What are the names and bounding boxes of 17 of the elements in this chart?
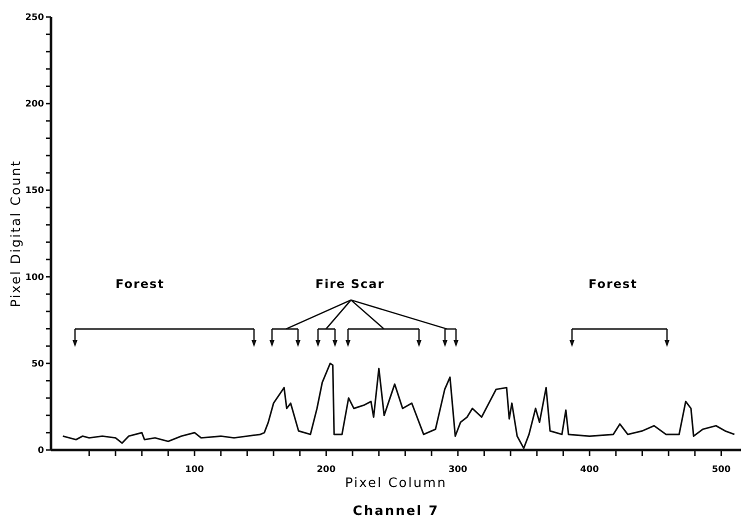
x-tick-label: 500 [712,465,731,475]
annotation: Forest [588,277,638,291]
x-tick-label: 300 [448,465,468,475]
y-axis-title: Pixel Digital Count [9,160,24,308]
x-tick-label: 100 [185,465,204,475]
annotation: Forest [116,277,164,291]
x-axis-title: Pixel Column [345,476,447,491]
y-tick-label: 150 [25,186,44,196]
y-tick-label: 0 [38,446,44,456]
x-tick-label: 400 [580,465,599,475]
text: Channel 7 [352,504,440,519]
annotation: Fire Scar [315,277,385,291]
y-tick-label: 200 [25,100,44,110]
y-tick-label: 100 [25,272,44,283]
y-tick-label: 50 [31,359,44,370]
x-tick-label: 200 [316,465,336,475]
y-tick-label: 250 [25,13,44,23]
